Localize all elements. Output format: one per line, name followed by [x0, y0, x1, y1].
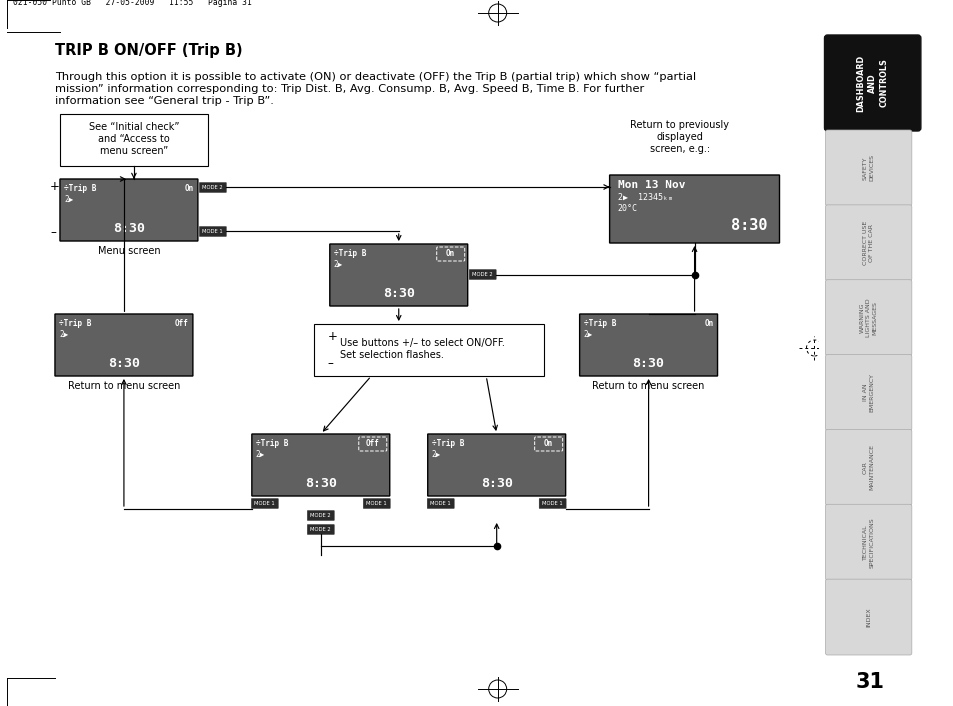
- FancyBboxPatch shape: [824, 130, 911, 206]
- Text: 8:30: 8:30: [632, 357, 664, 370]
- Text: Set selection flashes.: Set selection flashes.: [339, 350, 443, 360]
- FancyBboxPatch shape: [609, 175, 779, 243]
- Text: displayed: displayed: [656, 132, 702, 142]
- FancyBboxPatch shape: [824, 429, 911, 505]
- Text: 2▶: 2▶: [334, 260, 343, 269]
- Text: MODE 2: MODE 2: [310, 527, 331, 532]
- Text: Through this option it is possible to activate (ON) or deactivate (OFF) the Trip: Through this option it is possible to ac…: [55, 72, 696, 82]
- Text: Off: Off: [365, 440, 379, 448]
- Text: MODE 1: MODE 1: [254, 501, 274, 506]
- Text: Off: Off: [174, 319, 189, 328]
- Text: TRIP B ON/OFF (Trip B): TRIP B ON/OFF (Trip B): [55, 43, 242, 58]
- Text: MODE 1: MODE 1: [202, 229, 223, 234]
- Text: MODE 2: MODE 2: [310, 513, 331, 518]
- Text: INDEX: INDEX: [865, 607, 870, 627]
- Text: On: On: [543, 440, 553, 448]
- Text: ÷Trip B: ÷Trip B: [334, 249, 366, 258]
- Text: 2▶: 2▶: [255, 450, 265, 459]
- Text: 8:30: 8:30: [108, 357, 140, 370]
- Text: Return to menu screen: Return to menu screen: [68, 381, 180, 391]
- Bar: [60, 114, 208, 166]
- Text: mission” information corresponding to: Trip Dist. B, Avg. Consump. B, Avg. Speed: mission” information corresponding to: T…: [55, 84, 643, 94]
- Text: 31: 31: [854, 672, 883, 692]
- Text: TECHNICAL
SPECIFICATIONS: TECHNICAL SPECIFICATIONS: [862, 517, 873, 568]
- FancyBboxPatch shape: [579, 314, 717, 376]
- FancyBboxPatch shape: [251, 498, 278, 508]
- FancyBboxPatch shape: [252, 434, 390, 496]
- Text: MODE 2: MODE 2: [472, 272, 493, 277]
- Text: CAR
MAINTENANCE: CAR MAINTENANCE: [862, 444, 873, 491]
- FancyBboxPatch shape: [330, 244, 467, 306]
- FancyBboxPatch shape: [824, 354, 911, 431]
- Text: +: +: [50, 181, 60, 193]
- Text: 2▶  12345ₖₘ: 2▶ 12345ₖₘ: [617, 193, 672, 202]
- Text: ÷Trip B: ÷Trip B: [432, 439, 463, 448]
- FancyBboxPatch shape: [469, 270, 496, 280]
- Text: 2▶: 2▶: [59, 330, 69, 339]
- Text: Use buttons +/– to select ON/OFF.: Use buttons +/– to select ON/OFF.: [339, 338, 504, 348]
- FancyBboxPatch shape: [824, 579, 911, 655]
- FancyBboxPatch shape: [824, 504, 911, 580]
- Text: ÷Trip B: ÷Trip B: [64, 184, 96, 193]
- Text: screen, e.g.:: screen, e.g.:: [649, 144, 709, 154]
- Text: –: –: [50, 227, 56, 239]
- Text: MODE 1: MODE 1: [541, 501, 562, 506]
- Text: On: On: [703, 319, 713, 328]
- Text: +: +: [328, 330, 337, 342]
- Text: 8:30: 8:30: [382, 287, 415, 300]
- Text: menu screen”: menu screen”: [100, 146, 168, 156]
- Text: MODE 1: MODE 1: [430, 501, 451, 506]
- Text: ÷Trip B: ÷Trip B: [59, 319, 91, 328]
- Text: MODE 1: MODE 1: [366, 501, 387, 506]
- FancyBboxPatch shape: [427, 498, 454, 508]
- Text: Menu screen: Menu screen: [97, 246, 160, 256]
- Text: On: On: [446, 249, 455, 258]
- Text: 021-050 Punto GB   27-05-2009   11:55   Pagina 31: 021-050 Punto GB 27-05-2009 11:55 Pagina…: [13, 0, 252, 7]
- Text: On: On: [185, 184, 193, 193]
- FancyBboxPatch shape: [363, 498, 390, 508]
- FancyBboxPatch shape: [199, 227, 226, 237]
- Text: 8:30: 8:30: [730, 218, 767, 233]
- Text: SAFETY
DEVICES: SAFETY DEVICES: [862, 155, 873, 181]
- Text: Return to menu screen: Return to menu screen: [592, 381, 704, 391]
- Text: information see “General trip - Trip B”.: information see “General trip - Trip B”.: [55, 96, 274, 106]
- Text: ÷Trip B: ÷Trip B: [255, 439, 288, 448]
- Text: 2▶: 2▶: [432, 450, 440, 459]
- Text: 2▶: 2▶: [583, 330, 592, 339]
- FancyBboxPatch shape: [824, 280, 911, 356]
- Text: WARNING
LIGHTS AND
MESSAGES: WARNING LIGHTS AND MESSAGES: [859, 299, 877, 337]
- Text: DASHBOARD
AND
CONTROLS: DASHBOARD AND CONTROLS: [856, 54, 888, 112]
- Text: MODE 2: MODE 2: [202, 185, 223, 190]
- FancyBboxPatch shape: [823, 35, 920, 131]
- Text: IN AN
EMERGENCY: IN AN EMERGENCY: [862, 373, 873, 412]
- Text: and “Access to: and “Access to: [98, 134, 170, 144]
- Text: Return to previously: Return to previously: [629, 120, 728, 130]
- Text: Mon 13 Nov: Mon 13 Nov: [617, 180, 684, 190]
- Text: 8:30: 8:30: [304, 477, 336, 490]
- FancyBboxPatch shape: [307, 525, 334, 534]
- FancyBboxPatch shape: [427, 434, 565, 496]
- FancyBboxPatch shape: [199, 182, 226, 193]
- Text: –: –: [328, 357, 334, 371]
- FancyBboxPatch shape: [824, 205, 911, 281]
- FancyBboxPatch shape: [55, 314, 193, 376]
- Text: ÷Trip B: ÷Trip B: [583, 319, 616, 328]
- Text: 8:30: 8:30: [112, 222, 145, 235]
- Text: CORRECT USE
OF THE CAR: CORRECT USE OF THE CAR: [862, 221, 873, 265]
- Text: 2▶: 2▶: [64, 195, 73, 204]
- Text: 8:30: 8:30: [480, 477, 512, 490]
- Bar: [314, 324, 543, 376]
- FancyBboxPatch shape: [538, 498, 565, 508]
- FancyBboxPatch shape: [307, 510, 334, 520]
- Text: 20°C: 20°C: [617, 204, 637, 213]
- Text: See “Initial check”: See “Initial check”: [89, 122, 179, 132]
- FancyBboxPatch shape: [60, 179, 197, 241]
